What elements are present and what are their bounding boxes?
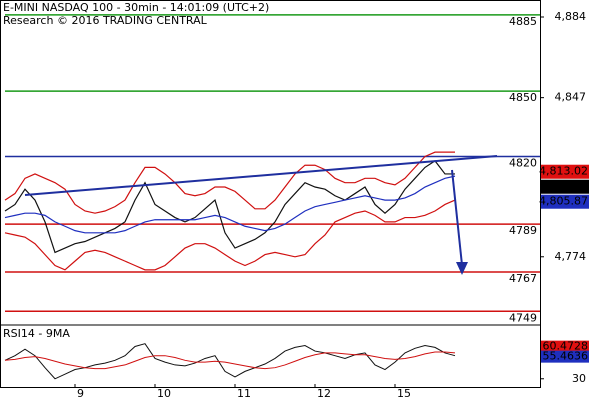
y-tick-label: 4,847: [555, 91, 587, 104]
x-tick-label: 15: [397, 387, 411, 400]
price-tag: [541, 194, 589, 209]
rsi-title: RSI14 - 9MA: [3, 327, 70, 340]
level-label: 4789: [509, 224, 537, 237]
price-line: [4, 175, 456, 234]
price-tag: [541, 164, 589, 179]
chart-subtitle: Research © 2016 TRADING CENTRAL: [3, 14, 208, 27]
price-line: [4, 199, 456, 271]
price-tag-label: 4,812.5: [546, 180, 588, 193]
y-tick-label: 4,884: [555, 10, 587, 23]
price-line: [4, 160, 455, 254]
chart-title: E-MINI NASDAQ 100 - 30min - 14:01:09 (UT…: [3, 1, 269, 14]
arrow-head: [456, 262, 468, 275]
y-tick-label: 30: [572, 372, 586, 385]
level-label: 4885: [509, 15, 537, 28]
rsi-tag: [541, 340, 589, 353]
x-tick-label: 9: [77, 387, 84, 400]
rsi-tag-label: 60.4728: [543, 340, 589, 353]
frame: [0, 0, 541, 388]
level-label: 4820: [509, 157, 537, 170]
rsi-line: [4, 351, 456, 370]
x-tick-label: 12: [317, 387, 331, 400]
rsi-line: [4, 343, 456, 380]
rsi-tag: [541, 350, 589, 363]
trend-line: [24, 155, 498, 196]
level-label: 4850: [509, 91, 537, 104]
level-label: 4749: [509, 311, 537, 324]
price-line: [4, 151, 455, 214]
price-tag-label: 4,805.87: [539, 195, 588, 208]
level-label: 4767: [509, 272, 537, 285]
price-tag: [541, 179, 589, 194]
forecast-arrow: [451, 169, 463, 266]
rsi-tag-label: 55.4636: [543, 350, 589, 363]
x-tick-label: 11: [237, 387, 251, 400]
price-tag-label: 4,813.02: [539, 165, 588, 178]
y-tick-label: 4,774: [555, 250, 587, 263]
x-tick-label: 10: [157, 387, 171, 400]
